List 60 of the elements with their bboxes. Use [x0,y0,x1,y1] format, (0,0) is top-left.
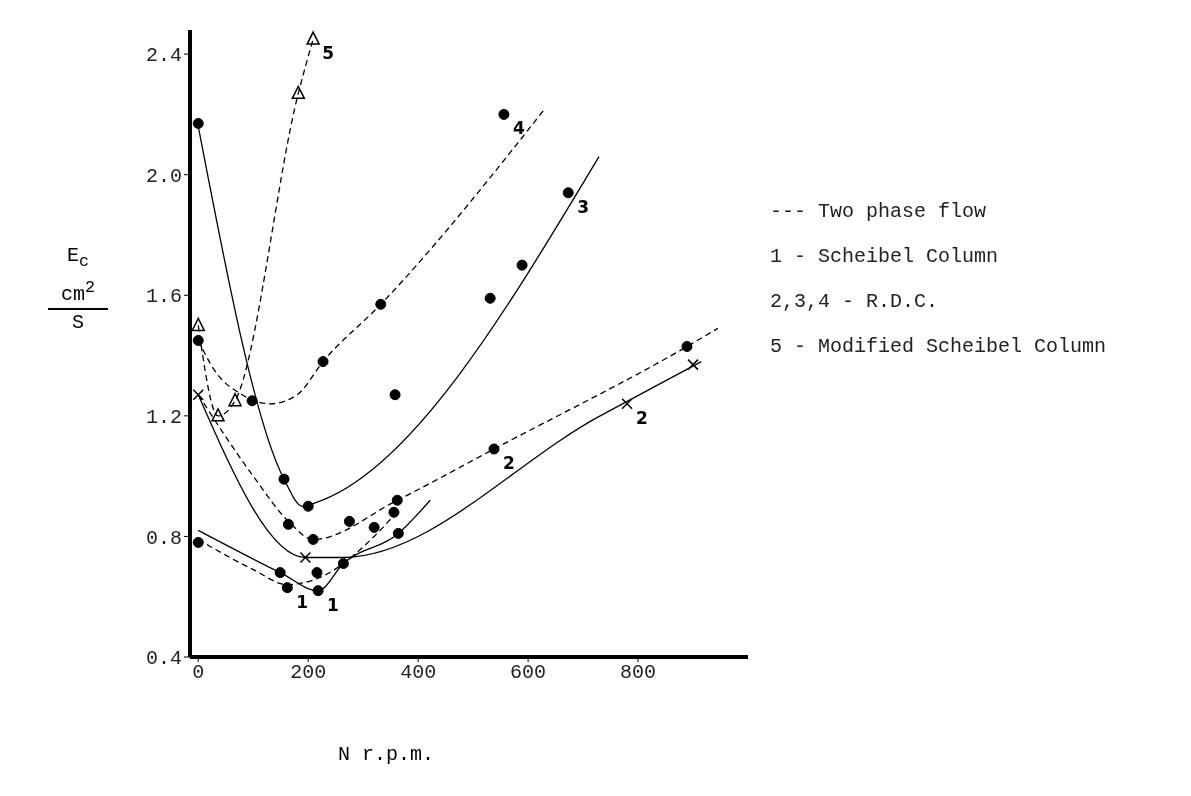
x-tick-label: 600 [510,661,547,685]
x-tick-label: 0 [192,661,205,685]
point [516,259,528,271]
point [302,500,314,512]
point [368,521,380,533]
point [388,506,400,518]
point [488,443,500,455]
point [192,389,204,401]
point [337,558,349,570]
point [317,356,329,368]
annotation: 2 [503,453,515,473]
point [343,515,355,527]
point [389,389,401,401]
x-tick-label: 800 [620,661,657,685]
point [562,187,574,199]
point [191,317,205,332]
point [306,31,320,45]
text: 1 - Scheibel Column [770,245,1000,268]
annotation: 3 [577,196,590,217]
y-tick-label: 0.8 [145,526,182,550]
annotation: 5 [322,43,334,64]
point [274,567,286,579]
point [498,108,510,120]
annotation: 1 [327,594,339,615]
annotation: 2 [636,407,648,428]
y-tick-label: 1.6 [145,285,182,309]
point [392,527,404,539]
point [681,341,693,353]
y-tick-label: 2.0 [145,164,182,188]
point [281,582,293,594]
point [228,393,242,407]
annotation: 1 [296,591,309,612]
point [192,536,204,548]
point [391,494,403,506]
point [375,298,387,310]
y-tick-label: 2.4 [145,44,182,68]
annotation: 4 [512,118,525,139]
point [211,408,225,422]
x-tick-label: 400 [400,661,437,685]
point [621,398,633,410]
point [246,395,258,407]
text: 2,3,4 - R.D.C. [770,290,940,313]
x-axis-title: N r.p.m. [338,743,435,766]
text: --- Two phase flow [770,200,988,223]
point [484,292,496,304]
point [687,358,699,371]
point [311,567,323,579]
point [312,585,324,597]
point [192,334,204,346]
text: 5 - Modified Scheibel Column [770,335,1108,358]
point [278,473,290,485]
point [291,85,306,100]
y-tick-label: 1.2 [145,405,182,429]
point [307,533,319,545]
point [299,551,312,564]
y-axis-title: E$_{c}$ cm$^{2}$ S [60,243,96,336]
point [192,117,204,129]
point [282,518,294,530]
x-tick-label: 200 [290,661,327,685]
y-tick-label: 0.4 [145,647,182,671]
